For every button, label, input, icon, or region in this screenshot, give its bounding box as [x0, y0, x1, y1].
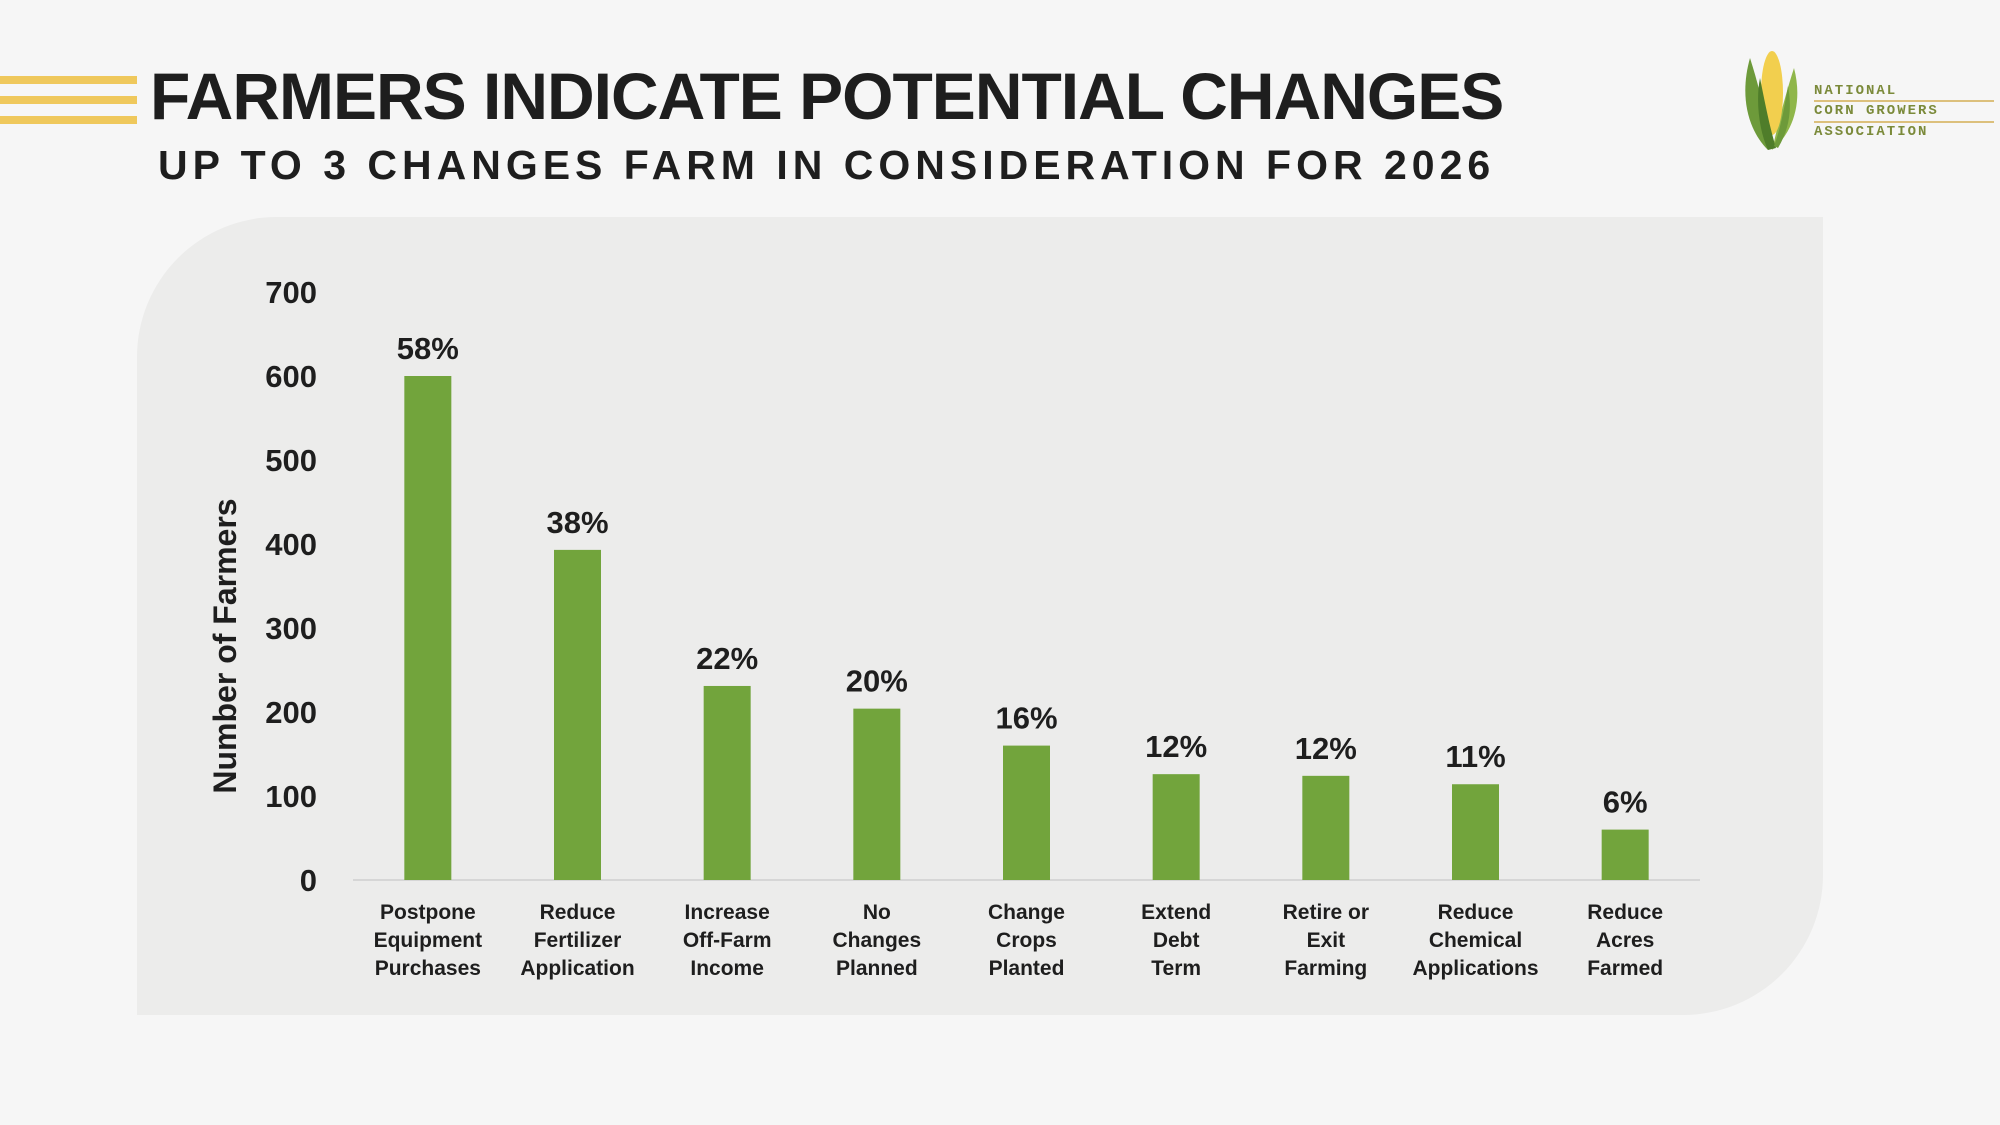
x-tick-label: Debt: [1153, 929, 1200, 952]
x-tick-label: Reduce: [540, 901, 616, 924]
x-tick-label: Farming: [1284, 957, 1367, 980]
bar: [1302, 775, 1350, 880]
x-tick-label: Fertilizer: [534, 929, 622, 952]
page-subtitle: UP TO 3 CHANGES FARM IN CONSIDERATION FO…: [158, 142, 1496, 188]
x-tick-label: Reduce: [1438, 901, 1514, 924]
x-tick-label: Applications: [1412, 957, 1538, 980]
y-tick-label: 700: [265, 275, 317, 310]
y-tick-label: 100: [265, 779, 317, 814]
data-label: 12%: [1145, 729, 1207, 764]
x-tick-label: Application: [520, 957, 634, 980]
y-tick-label: 500: [265, 443, 317, 478]
page-title: FARMERS INDICATE POTENTIAL CHANGES: [150, 59, 1504, 133]
bar: [1003, 745, 1050, 880]
logo-text-corn-growers: CORN GROWERS: [1814, 103, 1939, 119]
y-tick-label: 300: [265, 611, 317, 646]
bar: [853, 708, 901, 880]
data-label: 22%: [696, 641, 758, 676]
x-tick-label: Chemical: [1429, 929, 1522, 952]
x-tick-label: Changes: [832, 929, 921, 952]
x-tick-label: Farmed: [1587, 957, 1663, 980]
accent-line: [0, 116, 137, 124]
x-tick-label: Off-Farm: [683, 929, 772, 952]
accent-line: [0, 76, 137, 84]
x-tick-label: Retire or: [1283, 901, 1369, 924]
x-tick-label: No: [863, 901, 891, 924]
y-axis-title: Number of Farmers: [207, 498, 243, 793]
data-label: 58%: [397, 331, 459, 366]
logo-divider: [1814, 100, 1994, 102]
x-tick-label: Reduce: [1587, 901, 1663, 924]
y-tick-label: 400: [265, 527, 317, 562]
y-tick-label: 0: [300, 863, 317, 898]
logo-text-national: NATIONAL: [1814, 83, 1898, 99]
x-tick-label: Purchases: [375, 957, 481, 980]
x-tick-label: Planted: [989, 957, 1065, 980]
data-label: 6%: [1603, 785, 1648, 820]
x-tick-label: Income: [690, 957, 764, 980]
bar: [703, 685, 751, 880]
bar: [1601, 829, 1649, 880]
data-label: 38%: [546, 505, 608, 540]
logo-text-association: ASSOCIATION: [1814, 124, 1929, 140]
x-tick-label: Change: [988, 901, 1065, 924]
y-tick-label: 200: [265, 695, 317, 730]
data-label: 11%: [1445, 739, 1505, 774]
logo-divider: [1814, 121, 1994, 123]
accent-line: [0, 96, 137, 104]
corn-icon: [1745, 51, 1798, 150]
header-accent-lines: [0, 76, 137, 136]
x-tick-label: Crops: [996, 929, 1057, 952]
x-tick-label: Planned: [836, 957, 918, 980]
bar: [404, 376, 452, 880]
bar: [1452, 784, 1499, 880]
x-tick-label: Exit: [1307, 929, 1346, 952]
x-tick-label: Increase: [685, 901, 770, 924]
data-label: 16%: [995, 701, 1057, 736]
x-tick-label: Term: [1151, 957, 1201, 980]
ncga-logo: NATIONAL CORN GROWERS ASSOCIATION: [1738, 38, 1994, 166]
data-label: 20%: [846, 664, 908, 699]
bar: [554, 549, 601, 880]
data-label: 12%: [1295, 731, 1357, 766]
x-tick-label: Extend: [1141, 901, 1211, 924]
bar: [1152, 774, 1200, 880]
y-tick-label: 600: [265, 359, 317, 394]
x-tick-label: Postpone: [380, 901, 476, 924]
x-tick-label: Equipment: [374, 929, 483, 952]
x-tick-label: Acres: [1596, 929, 1654, 952]
